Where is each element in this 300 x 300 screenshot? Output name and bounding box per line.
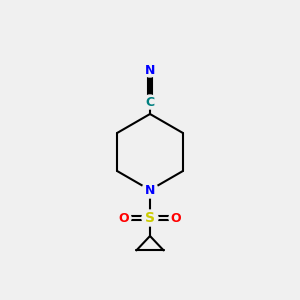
Circle shape	[142, 210, 158, 226]
Text: O: O	[119, 212, 129, 224]
Circle shape	[143, 95, 157, 109]
Text: S: S	[145, 211, 155, 225]
Circle shape	[169, 211, 183, 225]
Circle shape	[142, 182, 158, 198]
Circle shape	[143, 63, 157, 77]
Text: N: N	[145, 184, 155, 196]
Text: O: O	[171, 212, 181, 224]
Circle shape	[117, 211, 131, 225]
Text: C: C	[146, 95, 154, 109]
Text: N: N	[145, 64, 155, 76]
